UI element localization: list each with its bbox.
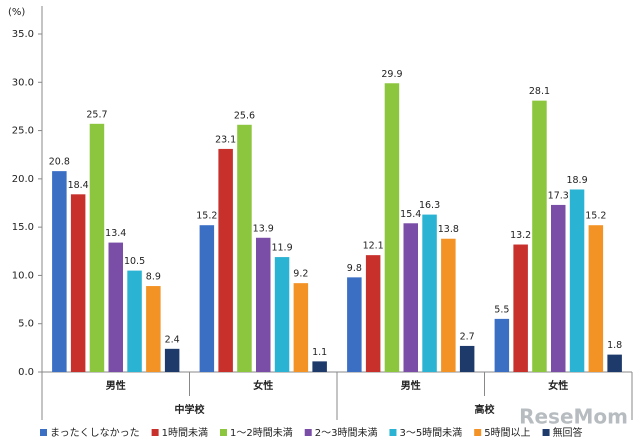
bar — [532, 100, 547, 373]
bar — [441, 238, 456, 372]
x-tick-label: 男性 — [106, 379, 126, 392]
legend-label: まったくしなかった — [50, 427, 140, 439]
bar — [164, 348, 180, 372]
bar — [459, 345, 475, 372]
legend-label: 2～3時間未満 — [315, 427, 378, 439]
value-label: 20.8 — [49, 157, 70, 168]
bar — [52, 171, 67, 372]
value-label: 17.3 — [548, 190, 569, 201]
value-label: 1.1 — [312, 347, 327, 358]
value-label: 16.3 — [419, 200, 440, 211]
value-label: 18.4 — [68, 180, 89, 191]
x-tick-label: 女性 — [548, 379, 568, 392]
legend-swatch — [304, 429, 312, 436]
bar — [588, 225, 604, 372]
bar — [89, 123, 105, 372]
value-label: 29.9 — [381, 69, 402, 80]
bar — [494, 318, 510, 372]
bar — [347, 277, 362, 372]
y-tick-label: 10.0 — [12, 270, 34, 281]
value-label: 2.4 — [165, 334, 180, 345]
bar — [607, 354, 622, 372]
value-label: 15.4 — [400, 209, 421, 220]
value-label: 8.9 — [146, 272, 161, 283]
value-label: 18.9 — [566, 175, 587, 186]
value-label: 13.4 — [105, 228, 126, 239]
value-label: 28.1 — [529, 86, 550, 97]
watermark: ReseMom — [519, 405, 628, 429]
value-label: 13.9 — [253, 223, 274, 234]
legend-swatch — [151, 429, 159, 436]
value-label: 1.8 — [607, 340, 622, 351]
legend-swatch — [219, 429, 227, 436]
bar — [274, 257, 290, 372]
x-tick-label: 女性 — [253, 379, 273, 392]
bar — [218, 148, 233, 372]
group-label: 中学校 — [175, 403, 206, 416]
legend-swatch — [542, 429, 550, 436]
value-label: 11.9 — [271, 243, 292, 254]
bar — [108, 242, 123, 372]
y-tick-label: 0.0 — [18, 367, 34, 378]
legend-swatch — [474, 429, 482, 436]
y-tick-label: 5.0 — [18, 319, 34, 330]
bar — [256, 237, 271, 372]
value-label: 13.8 — [438, 224, 459, 235]
legend-label: 5時間以上 — [484, 427, 530, 439]
value-label: 15.2 — [196, 211, 217, 222]
legend-swatch — [389, 429, 397, 436]
value-label: 13.2 — [510, 230, 531, 241]
y-tick-label: 15.0 — [12, 222, 34, 233]
y-tick-label: 20.0 — [12, 174, 34, 185]
y-unit: (%) — [8, 7, 25, 18]
value-label: 25.6 — [234, 110, 255, 121]
group-label: 高校 — [475, 403, 496, 416]
value-label: 10.5 — [124, 256, 145, 267]
bar — [293, 283, 309, 372]
bar — [199, 225, 215, 372]
bar — [422, 214, 437, 372]
legend-swatch — [40, 429, 47, 436]
bar — [127, 270, 142, 372]
bar — [384, 83, 400, 372]
y-tick-label: 35.0 — [12, 29, 34, 40]
x-tick-label: 男性 — [401, 379, 421, 392]
legend-label: 1時間未満 — [162, 427, 208, 439]
value-label: 12.1 — [363, 241, 384, 252]
legend-label: 3～5時間未満 — [399, 427, 462, 439]
bar — [70, 194, 86, 372]
bar — [312, 361, 327, 372]
value-label: 5.5 — [494, 304, 509, 315]
bar — [403, 223, 418, 372]
value-label: 15.2 — [585, 211, 606, 222]
value-label: 9.8 — [347, 263, 362, 274]
value-label: 25.7 — [86, 109, 107, 120]
legend-label: 1～2時間未満 — [230, 427, 293, 439]
bar — [237, 124, 252, 372]
y-tick-label: 30.0 — [12, 77, 34, 88]
legend-label: 無回答 — [553, 426, 583, 439]
value-label: 2.7 — [460, 331, 475, 342]
y-tick-label: 25.0 — [12, 126, 34, 137]
value-label: 23.1 — [215, 134, 236, 145]
value-label: 9.2 — [293, 269, 308, 280]
bar — [365, 255, 381, 372]
bar — [146, 286, 161, 372]
bar — [513, 244, 528, 372]
bar — [551, 204, 566, 372]
bar — [569, 189, 585, 372]
